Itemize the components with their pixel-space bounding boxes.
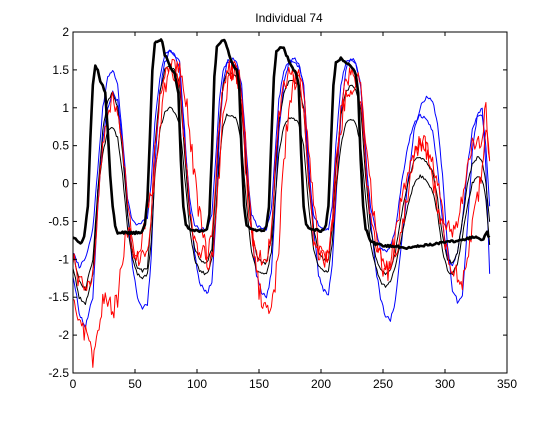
series-line-3 bbox=[72, 64, 491, 305]
series-layer bbox=[72, 38, 491, 368]
x-tick-label: 300 bbox=[435, 377, 455, 391]
y-tick-label: 2 bbox=[62, 25, 69, 39]
y-tick-label: -2.5 bbox=[48, 366, 69, 380]
y-tick-label: 1.5 bbox=[52, 63, 69, 77]
chart-title: Individual 74 bbox=[255, 11, 323, 25]
x-tick-label: 200 bbox=[311, 377, 331, 391]
series-line-2 bbox=[72, 49, 491, 269]
y-tick-label: 0 bbox=[62, 177, 69, 191]
tick-layer: 0 50 100 150 200 250 300 350 -2.5 -2 -1.5 -1 -0.5 0 0.… bbox=[48, 25, 517, 391]
y-tick-label: -2 bbox=[58, 328, 69, 342]
y-tick-label: -0.5 bbox=[48, 214, 69, 228]
x-tick-label: 100 bbox=[187, 377, 207, 391]
plot-frame bbox=[72, 31, 508, 374]
x-tick-label: 50 bbox=[128, 377, 142, 391]
y-tick-label: 0.5 bbox=[52, 139, 69, 153]
x-tick-label: 150 bbox=[249, 377, 269, 391]
y-tick-label: 1 bbox=[62, 101, 69, 115]
x-tick-label: 250 bbox=[373, 377, 393, 391]
y-tick-label: -1 bbox=[58, 252, 69, 266]
series-line-7 bbox=[72, 38, 491, 251]
y-tick-label: -1.5 bbox=[48, 290, 69, 304]
series-line-6 bbox=[72, 60, 491, 292]
x-tick-label: 0 bbox=[70, 377, 77, 391]
x-tick-label: 350 bbox=[497, 377, 517, 391]
series-line-4 bbox=[72, 106, 491, 291]
